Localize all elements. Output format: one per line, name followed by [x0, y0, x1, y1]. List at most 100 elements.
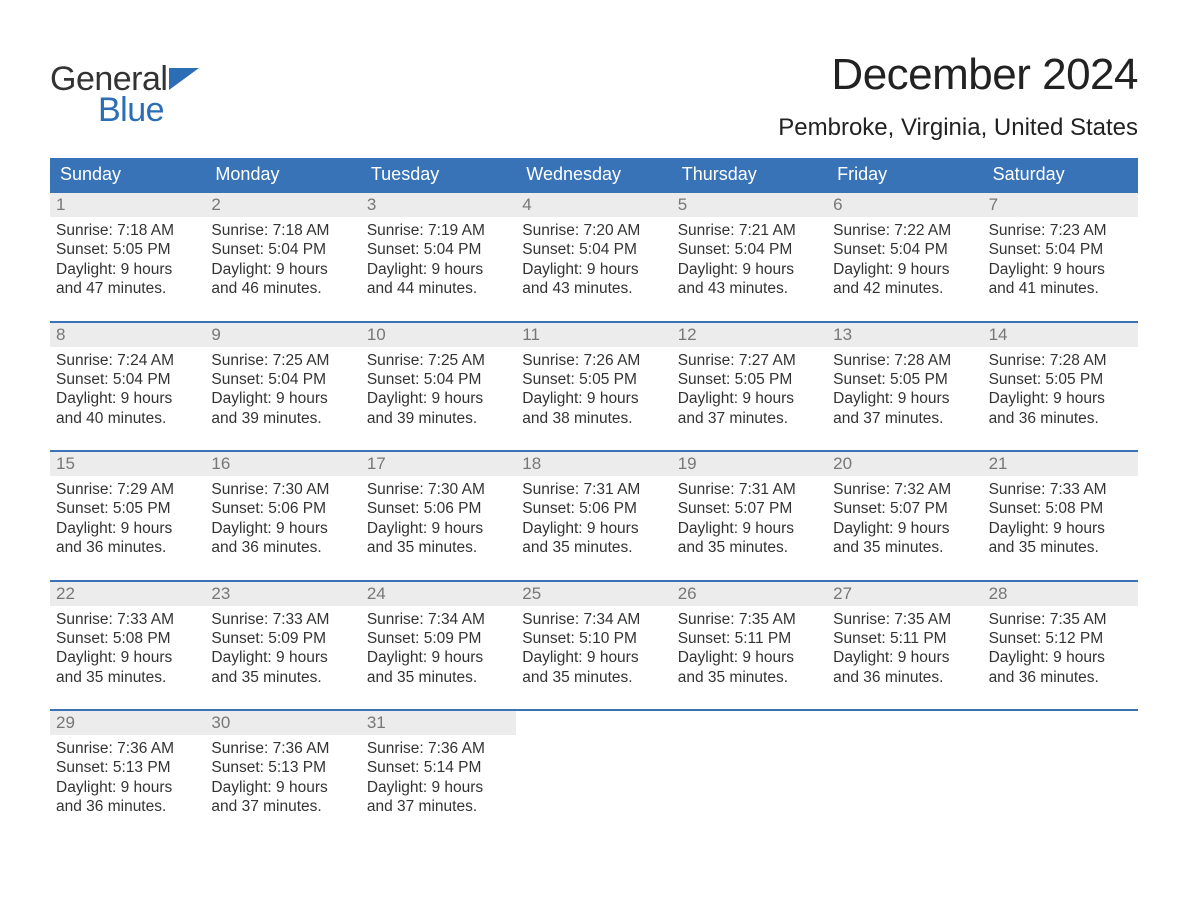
day-number: 4: [516, 193, 671, 217]
day-day2: and 43 minutes.: [678, 279, 821, 298]
calendar-day: 7Sunrise: 7:23 AMSunset: 5:04 PMDaylight…: [983, 193, 1138, 305]
day-sunrise: Sunrise: 7:35 AM: [678, 610, 821, 629]
day-number: 6: [827, 193, 982, 217]
calendar-day: 30Sunrise: 7:36 AMSunset: 5:13 PMDayligh…: [205, 711, 360, 823]
day-number: 24: [361, 582, 516, 606]
day-details: Sunrise: 7:25 AMSunset: 5:04 PMDaylight:…: [205, 347, 360, 435]
day-number: 30: [205, 711, 360, 735]
day-sunrise: Sunrise: 7:33 AM: [989, 480, 1132, 499]
day-day1: Daylight: 9 hours: [56, 778, 199, 797]
day-day1: Daylight: 9 hours: [678, 389, 821, 408]
calendar-day: 13Sunrise: 7:28 AMSunset: 5:05 PMDayligh…: [827, 323, 982, 435]
calendar-day: 11Sunrise: 7:26 AMSunset: 5:05 PMDayligh…: [516, 323, 671, 435]
day-sunrise: Sunrise: 7:25 AM: [367, 351, 510, 370]
calendar-week: 29Sunrise: 7:36 AMSunset: 5:13 PMDayligh…: [50, 709, 1138, 823]
calendar-week: 15Sunrise: 7:29 AMSunset: 5:05 PMDayligh…: [50, 450, 1138, 564]
calendar-week: 22Sunrise: 7:33 AMSunset: 5:08 PMDayligh…: [50, 580, 1138, 694]
day-day2: and 37 minutes.: [678, 409, 821, 428]
day-sunrise: Sunrise: 7:21 AM: [678, 221, 821, 240]
day-sunset: Sunset: 5:05 PM: [522, 370, 665, 389]
day-sunset: Sunset: 5:08 PM: [989, 499, 1132, 518]
calendar-day: 9Sunrise: 7:25 AMSunset: 5:04 PMDaylight…: [205, 323, 360, 435]
calendar-day: 3Sunrise: 7:19 AMSunset: 5:04 PMDaylight…: [361, 193, 516, 305]
day-day1: Daylight: 9 hours: [367, 260, 510, 279]
day-number: 19: [672, 452, 827, 476]
day-day2: and 41 minutes.: [989, 279, 1132, 298]
calendar-day: 23Sunrise: 7:33 AMSunset: 5:09 PMDayligh…: [205, 582, 360, 694]
day-sunrise: Sunrise: 7:28 AM: [833, 351, 976, 370]
day-details: Sunrise: 7:35 AMSunset: 5:11 PMDaylight:…: [672, 606, 827, 694]
calendar: Sunday Monday Tuesday Wednesday Thursday…: [50, 158, 1138, 823]
day-details: Sunrise: 7:19 AMSunset: 5:04 PMDaylight:…: [361, 217, 516, 305]
day-details: Sunrise: 7:29 AMSunset: 5:05 PMDaylight:…: [50, 476, 205, 564]
day-number: 29: [50, 711, 205, 735]
day-day1: Daylight: 9 hours: [989, 648, 1132, 667]
day-day2: and 39 minutes.: [211, 409, 354, 428]
day-sunrise: Sunrise: 7:35 AM: [989, 610, 1132, 629]
day-sunset: Sunset: 5:05 PM: [833, 370, 976, 389]
calendar-day: 29 Sunrise: 7:36 AMSunset: 5:13 PMDayligh…: [50, 711, 205, 823]
calendar-day: 19Sunrise: 7:31 AMSunset: 5:07 PMDayligh…: [672, 452, 827, 564]
day-number: 10: [361, 323, 516, 347]
day-day2: and 37 minutes.: [833, 409, 976, 428]
dow-sunday: Sunday: [50, 158, 205, 191]
day-day2: and 38 minutes.: [522, 409, 665, 428]
day-sunset: Sunset: 5:04 PM: [833, 240, 976, 259]
day-number: 16: [205, 452, 360, 476]
day-day1: Daylight: 9 hours: [833, 260, 976, 279]
day-sunrise: Sunrise: 7:34 AM: [522, 610, 665, 629]
day-sunset: Sunset: 5:12 PM: [989, 629, 1132, 648]
day-number: 28: [983, 582, 1138, 606]
day-sunrise: Sunrise: 7:36 AM: [56, 739, 199, 758]
day-day1: Daylight: 9 hours: [678, 260, 821, 279]
day-details: Sunrise: 7:33 AMSunset: 5:08 PMDaylight:…: [50, 606, 205, 694]
day-sunrise: Sunrise: 7:29 AM: [56, 480, 199, 499]
day-sunrise: Sunrise: 7:36 AM: [367, 739, 510, 758]
day-day2: and 42 minutes.: [833, 279, 976, 298]
calendar-day: [983, 711, 1138, 823]
day-day2: and 35 minutes.: [522, 668, 665, 687]
day-sunset: Sunset: 5:04 PM: [367, 240, 510, 259]
day-sunset: Sunset: 5:13 PM: [211, 758, 354, 777]
day-sunset: Sunset: 5:05 PM: [678, 370, 821, 389]
day-sunset: Sunset: 5:05 PM: [989, 370, 1132, 389]
day-day2: and 46 minutes.: [211, 279, 354, 298]
day-day2: and 35 minutes.: [678, 538, 821, 557]
day-details: Sunrise: 7:23 AMSunset: 5:04 PMDaylight:…: [983, 217, 1138, 305]
day-day1: Daylight: 9 hours: [989, 260, 1132, 279]
day-number: 15: [50, 452, 205, 476]
day-details: Sunrise: 7:27 AMSunset: 5:05 PMDaylight:…: [672, 347, 827, 435]
day-details: Sunrise: 7:18 AMSunset: 5:05 PMDaylight:…: [50, 217, 205, 305]
day-number: 8: [50, 323, 205, 347]
day-sunset: Sunset: 5:04 PM: [678, 240, 821, 259]
day-details: Sunrise: 7:31 AMSunset: 5:06 PMDaylight:…: [516, 476, 671, 564]
day-number: 2: [205, 193, 360, 217]
day-day1: Daylight: 9 hours: [678, 519, 821, 538]
day-of-week-header: Sunday Monday Tuesday Wednesday Thursday…: [50, 158, 1138, 191]
day-number: 23: [205, 582, 360, 606]
day-sunrise: Sunrise: 7:33 AM: [211, 610, 354, 629]
day-sunset: Sunset: 5:14 PM: [367, 758, 510, 777]
day-day2: and 44 minutes.: [367, 279, 510, 298]
day-day1: Daylight: 9 hours: [833, 519, 976, 538]
location-text: Pembroke, Virginia, United States: [778, 114, 1138, 142]
day-day1: Daylight: 9 hours: [522, 389, 665, 408]
day-day1: Daylight: 9 hours: [56, 519, 199, 538]
calendar-day: 10Sunrise: 7:25 AMSunset: 5:04 PMDayligh…: [361, 323, 516, 435]
calendar-day: 28 Sunrise: 7:35 AMSunset: 5:12 PMDayligh…: [983, 582, 1138, 694]
day-day1: Daylight: 9 hours: [989, 389, 1132, 408]
day-sunset: Sunset: 5:13 PM: [56, 758, 199, 777]
day-number: 21: [983, 452, 1138, 476]
day-day2: and 47 minutes.: [56, 279, 199, 298]
day-day2: and 35 minutes.: [367, 538, 510, 557]
day-sunset: Sunset: 5:04 PM: [522, 240, 665, 259]
day-number: 26: [672, 582, 827, 606]
day-number: 7: [983, 193, 1138, 217]
day-sunset: Sunset: 5:11 PM: [833, 629, 976, 648]
calendar-day: 22Sunrise: 7:33 AMSunset: 5:08 PMDayligh…: [50, 582, 205, 694]
day-details: Sunrise: 7:34 AMSunset: 5:09 PMDaylight:…: [361, 606, 516, 694]
day-details: Sunrise: 7:33 AMSunset: 5:09 PMDaylight:…: [205, 606, 360, 694]
day-sunrise: Sunrise: 7:31 AM: [522, 480, 665, 499]
calendar-week: 1Sunrise: 7:18 AMSunset: 5:05 PMDaylight…: [50, 191, 1138, 305]
day-day1: Daylight: 9 hours: [522, 260, 665, 279]
